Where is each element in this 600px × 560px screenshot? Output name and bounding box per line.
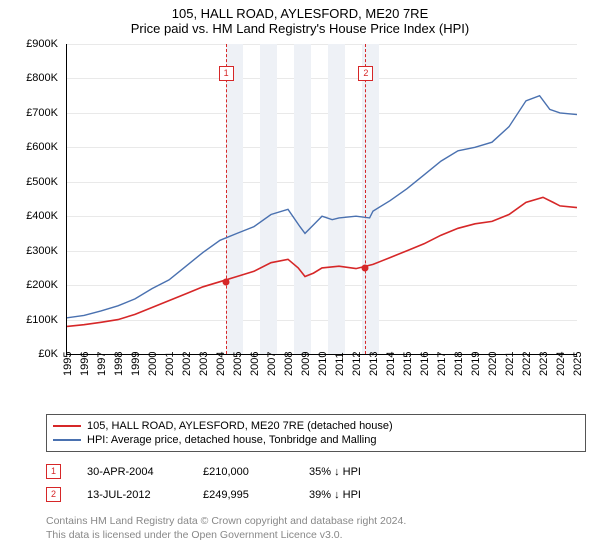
x-tick-label: 1997 [96, 352, 108, 376]
sale-dot [362, 264, 369, 271]
x-tick-label: 2017 [436, 352, 448, 376]
x-tick-label: 2016 [419, 352, 431, 376]
x-tick-label: 2001 [164, 352, 176, 376]
y-tick-label: £900K [26, 38, 58, 50]
x-tick-label: 2014 [385, 352, 397, 376]
y-tick-label: £700K [26, 107, 58, 119]
x-tick-label: 2004 [215, 352, 227, 376]
sale-date: 30-APR-2004 [87, 466, 177, 478]
chart-title: 105, HALL ROAD, AYLESFORD, ME20 7RE [0, 0, 600, 21]
legend: 105, HALL ROAD, AYLESFORD, ME20 7RE (det… [46, 414, 586, 452]
x-tick-label: 2020 [487, 352, 499, 376]
x-tick-label: 2021 [504, 352, 516, 376]
legend-label: 105, HALL ROAD, AYLESFORD, ME20 7RE (det… [87, 420, 393, 432]
footer-attribution: Contains HM Land Registry data © Crown c… [46, 514, 586, 548]
x-tick-label: 2008 [283, 352, 295, 376]
sale-marker-icon: 2 [46, 487, 61, 502]
x-tick-label: 1999 [130, 352, 142, 376]
x-tick-label: 2006 [249, 352, 261, 376]
x-tick-label: 2003 [198, 352, 210, 376]
x-tick-label: 2024 [555, 352, 567, 376]
x-tick-label: 2007 [266, 352, 278, 376]
y-tick-label: £200K [26, 279, 58, 291]
sale-date: 13-JUL-2012 [87, 489, 177, 501]
x-tick-label: 2018 [453, 352, 465, 376]
plot-region: 12 [66, 44, 577, 355]
x-tick-label: 2022 [521, 352, 533, 376]
y-tick-label: £100K [26, 314, 58, 326]
legend-swatch [53, 439, 81, 441]
legend-row: HPI: Average price, detached house, Tonb… [53, 433, 579, 447]
x-tick-label: 2025 [572, 352, 584, 376]
sale-delta: 35% ↓ HPI [309, 466, 361, 478]
series-hpi [67, 96, 577, 318]
y-tick-label: £300K [26, 245, 58, 257]
sale-row: 1 30-APR-2004 £210,000 35% ↓ HPI [46, 460, 586, 483]
footer-line-1: Contains HM Land Registry data © Crown c… [46, 514, 586, 528]
x-tick-label: 2015 [402, 352, 414, 376]
x-tick-label: 2010 [317, 352, 329, 376]
sale-dot [222, 278, 229, 285]
series-lines [67, 44, 577, 354]
y-tick-label: £0K [38, 348, 58, 360]
x-tick-label: 2005 [232, 352, 244, 376]
legend-swatch [53, 425, 81, 427]
x-tick-label: 2023 [538, 352, 550, 376]
x-tick-label: 2000 [147, 352, 159, 376]
legend-label: HPI: Average price, detached house, Tonb… [87, 434, 376, 446]
x-tick-label: 1995 [62, 352, 74, 376]
sale-row: 2 13-JUL-2012 £249,995 39% ↓ HPI [46, 483, 586, 506]
chart-area: 12 1995 1996 1997 1998 1999 2000 2001 2002 2003 2… [20, 40, 580, 410]
x-tick-label: 2002 [181, 352, 193, 376]
y-tick-label: £600K [26, 141, 58, 153]
legend-row: 105, HALL ROAD, AYLESFORD, ME20 7RE (det… [53, 419, 579, 433]
y-tick-label: £500K [26, 176, 58, 188]
y-tick-label: £800K [26, 72, 58, 84]
x-tick-label: 2012 [351, 352, 363, 376]
sale-marker-icon: 1 [46, 464, 61, 479]
chart-subtitle: Price paid vs. HM Land Registry's House … [0, 21, 600, 40]
sale-price: £210,000 [203, 466, 283, 478]
x-tick-label: 1996 [79, 352, 91, 376]
sale-delta: 39% ↓ HPI [309, 489, 361, 501]
y-tick-label: £400K [26, 210, 58, 222]
sales-table: 1 30-APR-2004 £210,000 35% ↓ HPI 2 13-JUL-201… [46, 460, 586, 506]
x-tick-label: 2009 [300, 352, 312, 376]
x-tick-label: 2011 [334, 352, 346, 376]
sale-price: £249,995 [203, 489, 283, 501]
x-tick-label: 1998 [113, 352, 125, 376]
footer-line-2: This data is licensed under the Open Gov… [46, 528, 586, 542]
x-tick-label: 2013 [368, 352, 380, 376]
x-tick-label: 2019 [470, 352, 482, 376]
